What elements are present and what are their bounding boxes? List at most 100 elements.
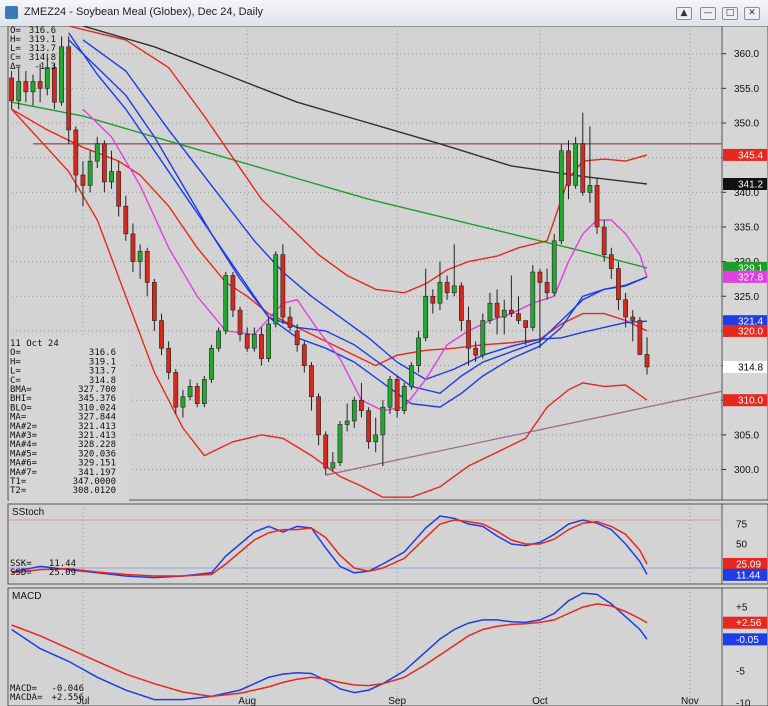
candle[interactable]	[537, 271, 543, 283]
candle[interactable]	[59, 46, 64, 103]
candle[interactable]	[466, 320, 471, 349]
candle[interactable]	[423, 295, 429, 339]
candle[interactable]	[344, 420, 350, 425]
candle[interactable]	[580, 143, 586, 193]
candle[interactable]	[430, 295, 436, 304]
candle[interactable]	[459, 285, 464, 321]
candle[interactable]	[230, 275, 236, 311]
candle[interactable]	[159, 320, 164, 349]
candle[interactable]	[137, 250, 143, 262]
candle[interactable]	[30, 81, 36, 93]
candle[interactable]	[116, 171, 122, 207]
candle[interactable]	[273, 254, 279, 325]
candle[interactable]	[637, 320, 643, 355]
candle[interactable]	[151, 282, 157, 321]
candle[interactable]	[44, 67, 50, 89]
candle[interactable]	[73, 129, 79, 176]
candle[interactable]	[237, 309, 243, 335]
candle[interactable]	[173, 372, 179, 408]
candle[interactable]	[416, 337, 421, 366]
candle[interactable]	[616, 268, 621, 301]
data-window-value: 308.0120	[73, 486, 116, 496]
candle[interactable]	[594, 185, 600, 228]
up-arrow-icon[interactable]: ▲	[676, 7, 692, 20]
candle[interactable]	[644, 354, 650, 368]
candle[interactable]	[601, 226, 607, 255]
candle[interactable]	[102, 143, 107, 183]
candle[interactable]	[437, 282, 443, 304]
maximize-icon[interactable]: □	[722, 7, 738, 20]
data-window-key: BLO=	[10, 403, 32, 413]
candle[interactable]	[123, 205, 129, 235]
candle[interactable]	[294, 330, 300, 346]
candle[interactable]	[223, 275, 229, 332]
candle[interactable]	[366, 410, 371, 443]
candle[interactable]	[316, 396, 321, 436]
candle[interactable]	[66, 46, 72, 131]
candle[interactable]	[201, 379, 207, 404]
candle[interactable]	[130, 233, 136, 262]
candle[interactable]	[623, 299, 628, 318]
candle[interactable]	[480, 320, 486, 356]
candle[interactable]	[323, 434, 329, 469]
candle[interactable]	[487, 302, 493, 321]
candle[interactable]	[473, 347, 479, 356]
candle[interactable]	[144, 250, 150, 283]
candle[interactable]	[330, 462, 336, 469]
candle[interactable]	[187, 386, 193, 398]
close-icon[interactable]: ✕	[744, 7, 760, 20]
candle[interactable]	[301, 344, 307, 366]
candle[interactable]	[37, 81, 43, 89]
candle[interactable]	[387, 379, 393, 408]
candle[interactable]	[359, 399, 364, 411]
candle[interactable]	[287, 316, 293, 328]
candle[interactable]	[566, 150, 571, 186]
candle[interactable]	[394, 379, 400, 411]
candle[interactable]	[194, 386, 200, 404]
candle[interactable]	[166, 347, 172, 373]
candle[interactable]	[508, 309, 514, 314]
price-tag-label: 329.1	[738, 263, 763, 274]
candle[interactable]	[23, 81, 29, 93]
candle[interactable]	[351, 399, 357, 422]
candle[interactable]	[501, 309, 507, 318]
candle[interactable]	[309, 365, 314, 398]
candle[interactable]	[80, 174, 86, 186]
candle[interactable]	[530, 271, 536, 328]
data-window-value: 327.700	[78, 385, 116, 395]
candle[interactable]	[544, 282, 550, 294]
candle[interactable]	[244, 334, 250, 349]
candle[interactable]	[52, 67, 57, 103]
candle[interactable]	[216, 330, 222, 349]
candle[interactable]	[209, 347, 214, 380]
candle[interactable]	[109, 171, 114, 183]
candle[interactable]	[280, 254, 286, 318]
candle[interactable]	[523, 320, 529, 328]
candle[interactable]	[608, 254, 614, 269]
candle[interactable]	[587, 185, 593, 193]
candle[interactable]	[630, 316, 636, 321]
candle[interactable]	[558, 150, 564, 242]
candle[interactable]	[373, 434, 379, 443]
candle[interactable]	[259, 334, 264, 359]
candle[interactable]	[409, 365, 414, 387]
candle[interactable]	[551, 240, 557, 294]
candle[interactable]	[444, 282, 450, 294]
candle[interactable]	[251, 334, 257, 349]
candle[interactable]	[180, 396, 186, 408]
candle[interactable]	[516, 313, 521, 321]
candle[interactable]	[9, 77, 14, 102]
candle[interactable]	[494, 302, 500, 318]
minimize-icon[interactable]: —	[700, 7, 716, 20]
candle[interactable]	[337, 424, 343, 463]
candle[interactable]	[380, 406, 386, 436]
candle[interactable]	[266, 323, 271, 359]
candle[interactable]	[94, 143, 100, 162]
candle[interactable]	[87, 160, 93, 186]
candle[interactable]	[573, 143, 579, 186]
trendline-T2[interactable]	[325, 390, 723, 476]
candle[interactable]	[451, 285, 457, 294]
sstoch-readout-value: 25.09	[49, 568, 76, 578]
candle[interactable]	[401, 386, 407, 411]
candle[interactable]	[16, 81, 22, 102]
